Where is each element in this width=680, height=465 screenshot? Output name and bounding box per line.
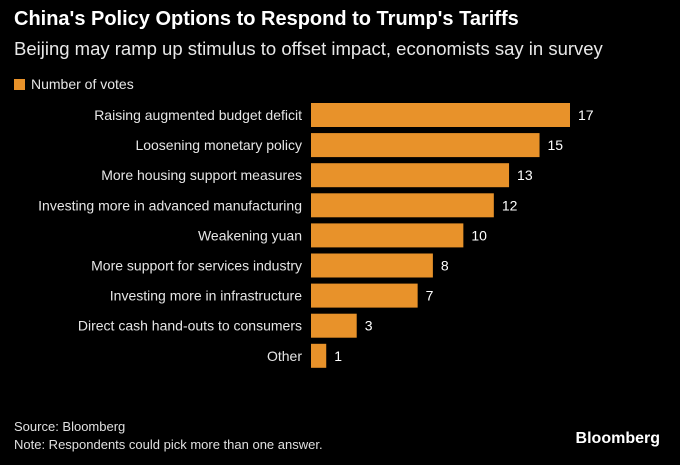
bar xyxy=(311,283,418,308)
category-label: More housing support measures xyxy=(101,167,302,183)
chart-title: China's Policy Options to Respond to Tru… xyxy=(14,8,519,30)
data-label: 7 xyxy=(426,288,434,304)
bar xyxy=(311,223,464,248)
category-label: Investing more in advanced manufacturing xyxy=(38,197,302,213)
category-label: Other xyxy=(267,348,302,364)
chart-footer: Source: Bloomberg Note: Respondents coul… xyxy=(14,418,323,454)
bar xyxy=(311,253,433,278)
data-label: 3 xyxy=(365,318,373,334)
category-label: Raising augmented budget deficit xyxy=(94,107,302,123)
legend: Number of votes xyxy=(14,76,134,92)
data-label: 15 xyxy=(548,137,564,153)
category-label: Investing more in infrastructure xyxy=(110,288,302,304)
footnote: Note: Respondents could pick more than o… xyxy=(14,437,323,452)
data-label: 8 xyxy=(441,258,449,274)
bloomberg-logo: Bloomberg xyxy=(575,430,660,447)
data-label: 17 xyxy=(578,107,594,123)
data-label: 12 xyxy=(502,197,518,213)
category-label: More support for services industry xyxy=(91,258,302,274)
bar xyxy=(311,193,494,218)
source-note: Source: Bloomberg xyxy=(14,419,126,434)
chart-subtitle: Beijing may ramp up stimulus to offset i… xyxy=(14,38,603,59)
data-label: 13 xyxy=(517,167,533,183)
bar xyxy=(311,313,357,338)
legend-label: Number of votes xyxy=(31,76,134,92)
data-label: 1 xyxy=(334,348,342,364)
bar xyxy=(311,133,540,158)
category-label: Loosening monetary policy xyxy=(135,137,302,153)
category-label: Direct cash hand-outs to consumers xyxy=(78,318,302,334)
category-label: Weakening yuan xyxy=(198,227,302,243)
bar xyxy=(311,343,327,368)
legend-swatch xyxy=(14,78,25,90)
data-label: 10 xyxy=(471,227,487,243)
bar xyxy=(311,103,570,127)
bar xyxy=(311,163,510,188)
